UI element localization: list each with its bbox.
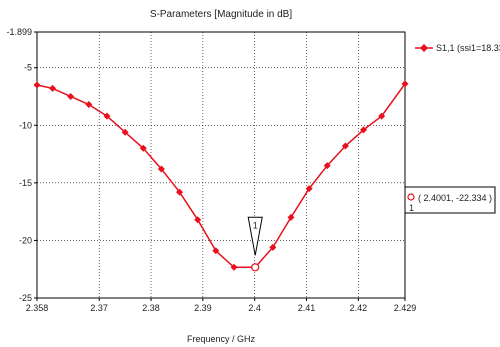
x-axis-ticks: 2.358 2.37 2.38 2.39 2.4 2.41 2.42 2.429: [26, 298, 417, 313]
data-point: [230, 263, 238, 271]
x-tick-label: 2.37: [90, 303, 108, 313]
y-tick-label: -5: [24, 63, 32, 73]
data-point: [67, 92, 75, 100]
marker-annotation: 1 ( 2.4001, -22.334 ): [404, 186, 496, 214]
y-tick-label: -10: [19, 120, 32, 130]
series-layer: [33, 80, 409, 271]
legend-symbol: [420, 44, 428, 52]
marker-point: [251, 263, 260, 272]
x-tick-label: 2.41: [298, 303, 316, 313]
x-tick-label: 2.4: [248, 303, 261, 313]
grid-lines: [37, 32, 405, 298]
data-point: [157, 165, 165, 173]
marker-annotation-box: [404, 186, 496, 214]
data-point: [103, 112, 111, 120]
data-point: [287, 213, 295, 221]
data-point: [401, 80, 409, 88]
data-point: [360, 126, 368, 134]
y-tick-label: -20: [19, 235, 32, 245]
data-point: [269, 243, 277, 251]
x-axis-label: Frequency / GHz: [187, 334, 256, 344]
data-point: [194, 216, 202, 224]
marker-annotation-text: ( 2.4001, -22.334 ): [418, 193, 492, 203]
data-point: [121, 128, 129, 136]
data-point: [378, 112, 386, 120]
data-point: [212, 247, 220, 255]
y-tick-label: -1.899: [6, 27, 32, 37]
x-tick-label: 2.39: [194, 303, 212, 313]
x-tick-label: 2.358: [26, 303, 49, 313]
marker-annotation-icon: [407, 193, 415, 201]
x-tick-label: 2.38: [142, 303, 160, 313]
data-point: [33, 81, 41, 89]
marker-flag: [247, 216, 263, 256]
chart-title: S-Parameters [Magnitude in dB]: [150, 9, 293, 20]
data-point: [323, 162, 331, 170]
legend-entry: S1,1 (ssi1=18.3333): [436, 43, 500, 53]
plot-area: [36, 31, 406, 299]
data-point: [49, 84, 57, 92]
legend: S1,1 (ssi1=18.3333): [415, 43, 500, 53]
data-point: [341, 142, 349, 150]
data-point: [176, 188, 184, 196]
marker-layer: 1: [247, 216, 263, 272]
x-tick-label: 2.42: [350, 303, 368, 313]
data-point: [85, 101, 93, 109]
y-tick-label: -25: [19, 293, 32, 303]
data-point: [305, 185, 313, 193]
marker-label: 1: [253, 220, 258, 230]
marker-annotation-id: 1: [409, 203, 414, 213]
series-line: [36, 83, 406, 269]
x-tick-label: 2.429: [394, 303, 417, 313]
data-point: [139, 144, 147, 152]
y-axis-ticks: -1.899 -5 -10 -15 -20 -25: [6, 27, 37, 303]
y-tick-label: -15: [19, 178, 32, 188]
